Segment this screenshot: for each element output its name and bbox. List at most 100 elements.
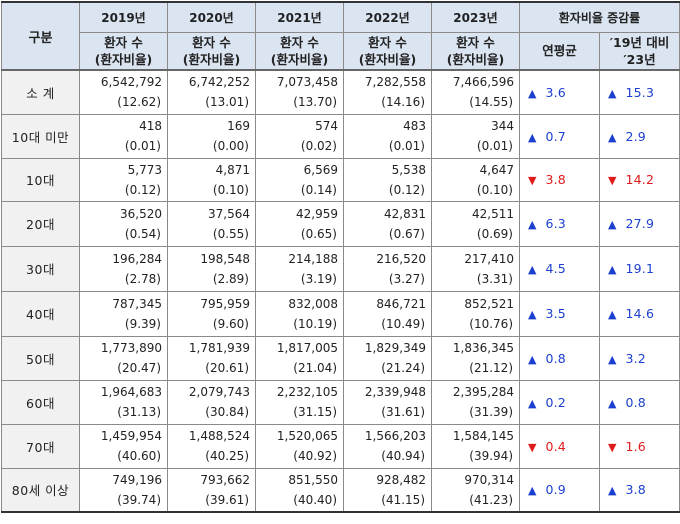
patient-count: 36,520 bbox=[120, 206, 162, 221]
value-cell: 42,511 (0.69) bbox=[431, 200, 520, 247]
patient-count: 418 bbox=[139, 119, 162, 133]
value-cell: 37,564 (0.55) bbox=[167, 200, 256, 247]
triangle-up-icon: ▲ bbox=[528, 218, 537, 231]
patient-count: 851,550 bbox=[288, 472, 338, 487]
patient-ratio: (0.12) bbox=[124, 182, 161, 197]
patient-ratio: (14.55) bbox=[469, 95, 513, 110]
value-cell: 1,773,890 (20.47) bbox=[79, 335, 168, 381]
patient-ratio: (39.94) bbox=[469, 449, 513, 463]
value-cell: 418 (0.01) bbox=[79, 113, 168, 159]
vs-2019-line2: ′23년 bbox=[623, 51, 656, 67]
change-value: 27.9 bbox=[625, 216, 655, 231]
vs-2019-line1: ′19년 대비 bbox=[609, 34, 670, 50]
triangle-up-icon: ▲ bbox=[528, 308, 537, 321]
patient-ratio: (0.10) bbox=[212, 182, 249, 197]
change-value: 2.9 bbox=[625, 128, 646, 144]
patient-ratio: (3.27) bbox=[388, 271, 425, 286]
sub-header: 환자 수 (환자비율) bbox=[79, 31, 168, 71]
patient-count: 1,836,345 bbox=[452, 341, 514, 355]
patient-count: 42,959 bbox=[296, 206, 338, 221]
value-cell: 196,284 (2.78) bbox=[79, 245, 168, 292]
patient-ratio: (41.15) bbox=[381, 492, 425, 507]
annual-average-cell: ▲ 3.5 bbox=[519, 290, 600, 337]
patient-ratio: (0.02) bbox=[300, 139, 337, 153]
change-value: 3.2 bbox=[625, 350, 646, 366]
value-cell: 5,538 (0.12) bbox=[343, 157, 432, 202]
triangle-down-icon: ▼ bbox=[608, 174, 617, 187]
patient-ratio: (0.01) bbox=[476, 139, 513, 153]
patient-count: 344 bbox=[491, 119, 514, 133]
annual-average-cell: ▲ 3.6 bbox=[519, 69, 600, 115]
change-value: 19.1 bbox=[625, 261, 655, 276]
patient-count: 970,314 bbox=[464, 472, 514, 487]
row-label: 소 계 bbox=[1, 69, 80, 115]
patient-count: 6,542,792 bbox=[100, 75, 162, 90]
sub-header: 환자 수 (환자비율) bbox=[167, 31, 256, 71]
row-label: 30대 bbox=[1, 245, 80, 292]
value-cell: 970,314 (41.23) bbox=[431, 467, 520, 513]
patient-ratio: (2.78) bbox=[124, 271, 161, 286]
vs-2019-cell: ▲ 19.1 bbox=[599, 245, 680, 292]
triangle-down-icon: ▼ bbox=[528, 174, 537, 187]
value-cell: 6,542,792 (12.62) bbox=[79, 69, 168, 115]
patient-ratio: (20.61) bbox=[205, 361, 249, 375]
annual-average-cell: ▲ 0.8 bbox=[519, 335, 600, 381]
year-header-2021: 2021년 bbox=[255, 1, 344, 33]
patient-ratio: (0.01) bbox=[124, 139, 161, 153]
change-value: 0.4 bbox=[545, 438, 566, 454]
patient-count: 1,781,939 bbox=[188, 341, 250, 355]
vs-2019-cell: ▲ 14.6 bbox=[599, 290, 680, 337]
patient-count: 787,345 bbox=[112, 296, 162, 311]
triangle-up-icon: ▲ bbox=[608, 308, 617, 321]
value-cell: 1,488,524 (40.25) bbox=[167, 423, 256, 469]
value-cell: 2,079,743 (30.84) bbox=[167, 379, 256, 425]
row-label: 60대 bbox=[1, 379, 80, 425]
value-cell: 344 (0.01) bbox=[431, 113, 520, 159]
patient-ratio: (40.94) bbox=[381, 449, 425, 463]
year-header-2019: 2019년 bbox=[79, 1, 168, 33]
patient-count: 749,196 bbox=[112, 472, 162, 487]
value-cell: 198,548 (2.89) bbox=[167, 245, 256, 292]
patient-count: 2,079,743 bbox=[188, 385, 250, 399]
triangle-down-icon: ▼ bbox=[528, 440, 537, 454]
patient-count: 37,564 bbox=[208, 206, 250, 221]
patient-count: 1,584,145 bbox=[452, 429, 514, 443]
value-cell: 2,395,284 (31.39) bbox=[431, 379, 520, 425]
patient-ratio: (39.61) bbox=[205, 492, 249, 507]
triangle-up-icon: ▲ bbox=[528, 352, 537, 366]
patient-ratio: (40.60) bbox=[117, 449, 161, 463]
patient-ratio: (40.25) bbox=[205, 449, 249, 463]
patient-ratio: (41.23) bbox=[469, 492, 513, 507]
patient-ratio: (0.14) bbox=[300, 182, 337, 197]
patient-count: 196,284 bbox=[112, 251, 162, 266]
vs-2019-cell: ▲ 2.9 bbox=[599, 113, 680, 159]
value-cell: 7,282,558 (14.16) bbox=[343, 69, 432, 115]
patient-count: 2,339,948 bbox=[364, 385, 426, 399]
change-value: 0.2 bbox=[545, 394, 566, 410]
triangle-up-icon: ▲ bbox=[528, 484, 537, 498]
value-cell: 1,829,349 (21.24) bbox=[343, 335, 432, 381]
patient-ratio: (21.04) bbox=[293, 361, 337, 375]
patient-ratio: (40.40) bbox=[293, 492, 337, 507]
patient-count: 216,520 bbox=[376, 251, 426, 266]
patient-count: 1,566,203 bbox=[364, 429, 426, 443]
patient-ratio: (0.69) bbox=[476, 226, 513, 241]
value-cell: 928,482 (41.15) bbox=[343, 467, 432, 513]
vs-2019-cell: ▲ 3.8 bbox=[599, 467, 680, 513]
change-value: 4.5 bbox=[545, 261, 566, 276]
patient-count: 1,520,065 bbox=[276, 429, 338, 443]
change-value: 0.8 bbox=[625, 394, 646, 410]
value-cell: 42,831 (0.67) bbox=[343, 200, 432, 247]
annual-average-cell: ▼ 0.4 bbox=[519, 423, 600, 469]
patient-ratio: (14.16) bbox=[381, 95, 425, 110]
triangle-up-icon: ▲ bbox=[608, 396, 617, 410]
patient-count: 832,008 bbox=[288, 296, 338, 311]
vs-2019-cell: ▲ 0.8 bbox=[599, 379, 680, 425]
value-cell: 1,836,345 (21.12) bbox=[431, 335, 520, 381]
value-cell: 7,073,458 (13.70) bbox=[255, 69, 344, 115]
patients-label: 환자 수 bbox=[456, 34, 495, 50]
table-body: 소 계 6,542,792 (12.62) 6,742,252 (13.01) 7,073… bbox=[1, 69, 680, 513]
ratio-label: (환자비율) bbox=[182, 51, 241, 67]
patient-count: 1,964,683 bbox=[100, 385, 162, 399]
patient-ratio: (0.65) bbox=[300, 226, 337, 241]
